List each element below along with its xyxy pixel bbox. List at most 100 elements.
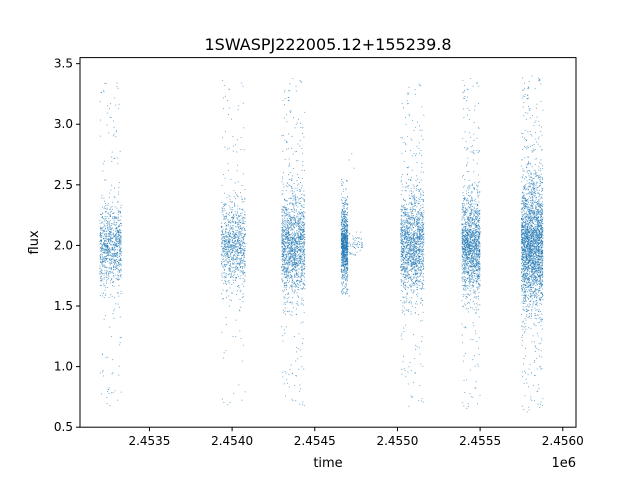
data-point [299,238,301,240]
data-point [287,292,289,294]
data-point [419,198,421,200]
data-point [115,234,117,236]
data-point [344,226,346,228]
data-point [224,202,226,204]
data-point [304,263,306,265]
data-point [292,199,294,201]
data-point [348,246,350,247]
data-point [240,249,242,251]
data-point [220,226,222,228]
data-point [288,184,290,186]
data-point [302,231,304,233]
data-point [303,242,305,244]
data-point [118,225,119,227]
data-point [404,221,406,223]
data-point [287,203,288,205]
data-point [118,231,120,232]
data-point [345,283,347,285]
data-point [285,236,287,238]
data-point [290,216,292,218]
data-point [238,287,240,289]
data-point [225,225,227,227]
data-point [228,262,230,264]
data-point [343,267,345,269]
data-point [422,246,424,248]
data-point [286,219,288,221]
data-point [291,398,293,400]
data-point [235,249,237,251]
data-point [412,196,414,198]
data-point [221,234,223,236]
data-point [346,272,348,274]
data-point [407,271,409,273]
data-point [345,260,347,261]
data-point [237,181,239,183]
data-point [296,351,298,353]
data-point [241,201,243,203]
data-point [99,255,101,257]
data-point [223,241,225,243]
data-point [405,215,406,216]
data-point [414,126,416,128]
data-point [223,261,225,263]
data-point [299,222,301,224]
data-point [417,254,419,256]
data-point [292,229,294,231]
data-point [227,244,228,245]
data-point [106,259,107,261]
data-point [283,257,285,258]
data-point [221,262,223,264]
data-point [236,248,238,250]
data-point [342,235,344,237]
data-point [342,289,344,291]
data-point [299,384,301,386]
data-point [111,208,113,210]
data-point [107,274,109,276]
data-point [297,242,299,244]
data-point [300,81,302,83]
data-point [224,146,226,148]
data-point [229,299,231,301]
data-point [113,263,115,265]
data-point [304,241,306,243]
data-point [410,236,412,238]
data-point [346,276,348,277]
data-point [295,246,297,248]
data-point [286,208,288,210]
data-point [283,260,285,262]
data-point [287,213,288,215]
data-point [105,258,107,260]
data-point [284,332,286,334]
data-point [289,280,291,282]
data-point [296,255,298,257]
data-point [109,282,111,284]
data-point [285,114,287,116]
data-point [291,251,293,253]
data-point [118,270,120,271]
data-point [340,229,342,231]
data-point [221,184,223,186]
data-point [239,225,241,227]
data-point [290,258,292,259]
data-point [284,266,286,268]
data-point [294,195,296,197]
data-point [285,231,287,233]
data-point [404,236,406,238]
data-point [297,274,299,276]
data-point [293,219,295,221]
data-point [243,246,245,248]
data-point [284,252,286,254]
data-point [297,280,299,282]
data-point [294,247,295,249]
data-point [292,301,293,303]
data-point [301,214,303,216]
data-point [103,242,105,244]
data-point [344,291,346,293]
data-point [301,81,302,83]
data-point [243,127,245,129]
data-point [297,216,299,218]
data-point [295,196,297,198]
data-point [285,239,286,240]
data-point [299,258,301,260]
data-point [284,229,286,230]
